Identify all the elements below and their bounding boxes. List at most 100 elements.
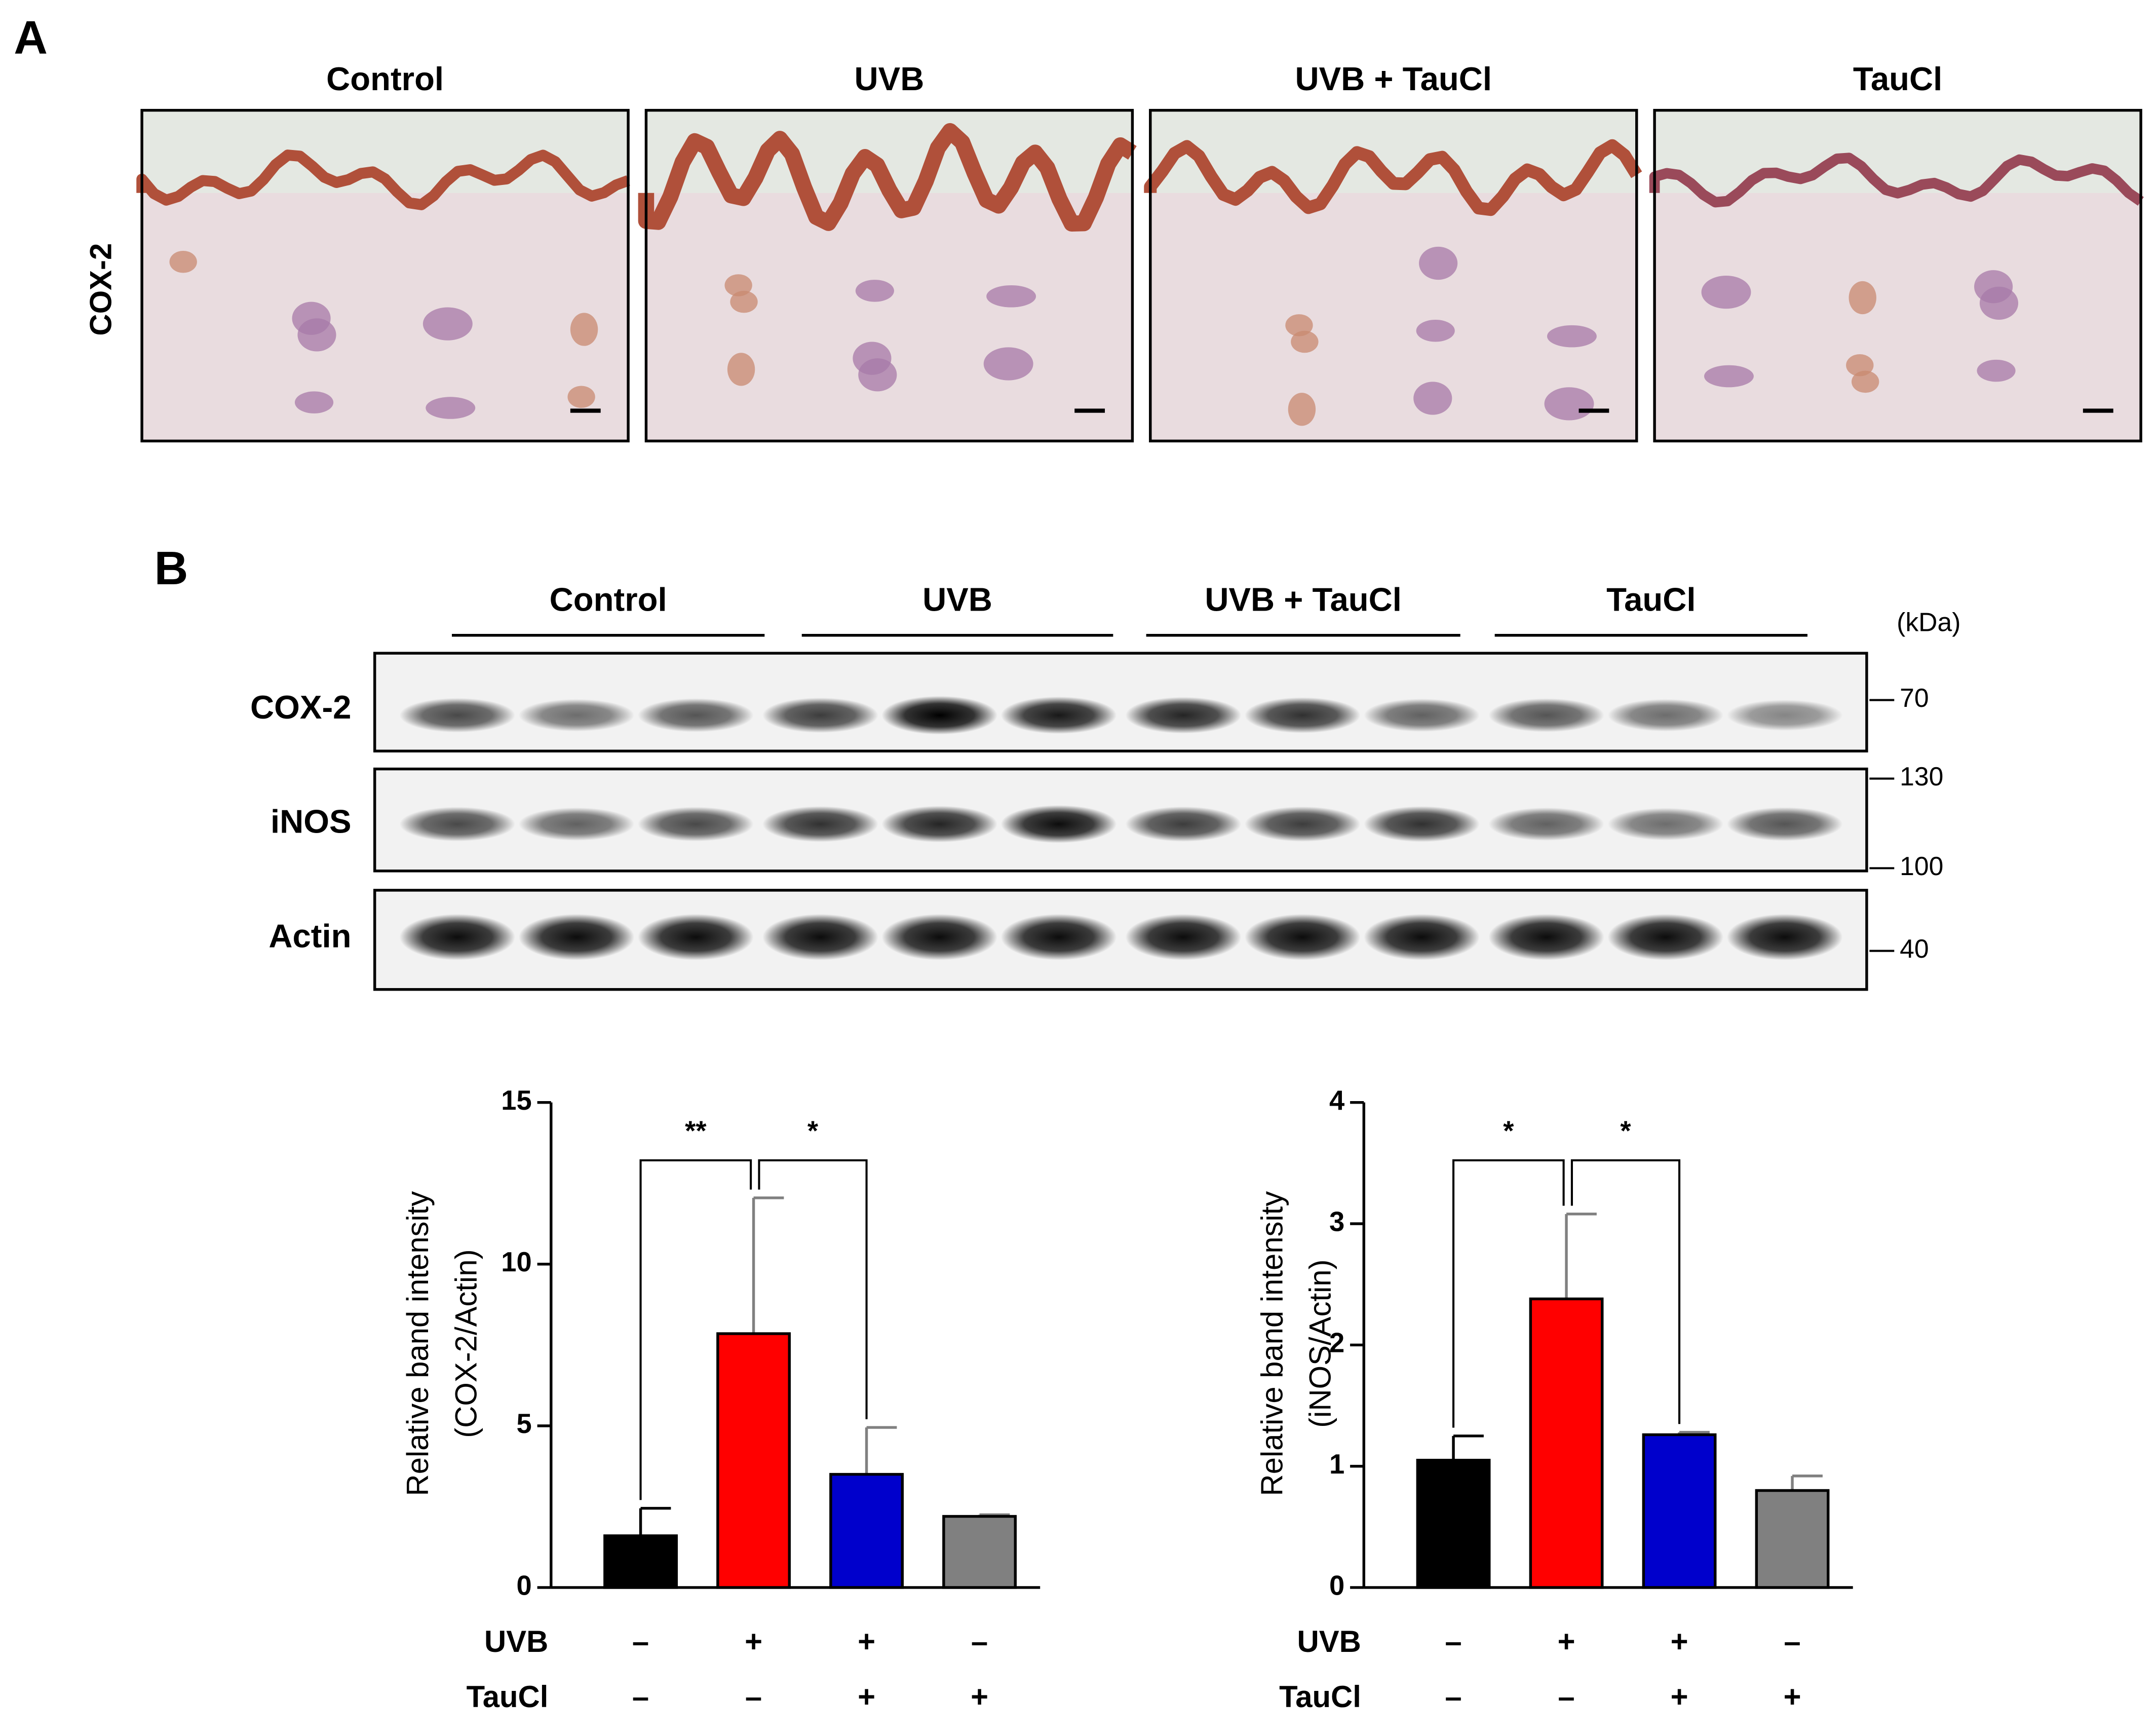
blot-band: [518, 699, 635, 732]
gland: [1977, 359, 2016, 382]
epidermis: [136, 149, 630, 210]
gland: [1974, 270, 2013, 304]
gland: [853, 342, 892, 375]
group-label: Control: [550, 581, 667, 618]
significance-label: *: [807, 1115, 819, 1146]
marker-label: 70: [1900, 683, 1929, 712]
column-title: UVB: [855, 60, 925, 97]
gland: [1419, 246, 1458, 280]
gland: [1849, 281, 1876, 315]
gland: [1851, 370, 1879, 393]
histology-image: [1649, 108, 2144, 443]
blot-band: [1607, 808, 1724, 841]
treatment-sign: –: [745, 1680, 762, 1714]
epidermis: [1649, 153, 2144, 208]
blot-band: [1364, 914, 1480, 960]
blot-band: [881, 806, 997, 843]
blot-band: [762, 697, 878, 733]
marker-label: 100: [1900, 851, 1943, 881]
epidermis: [1144, 139, 1642, 216]
treatment-sign: +: [971, 1680, 988, 1714]
y-tick-label: 1: [1329, 1449, 1344, 1480]
blot-band: [1245, 806, 1361, 842]
treatment-sign: –: [1784, 1625, 1800, 1658]
treatment-sign: –: [1445, 1680, 1461, 1714]
blot-panel: [373, 652, 1868, 752]
treatment-name: UVB: [484, 1625, 548, 1658]
significance-bracket: [639, 1159, 752, 1500]
treatment-name: UVB: [1297, 1625, 1361, 1658]
y-axis-label: (iNOS/Actin): [1303, 1259, 1337, 1427]
bar: [1529, 1297, 1604, 1589]
gland: [1413, 382, 1452, 415]
treatment-sign: –: [1445, 1625, 1461, 1658]
gland: [1701, 275, 1751, 309]
row-label: COX-2: [84, 243, 118, 336]
blot-band: [1488, 807, 1604, 841]
blot-band: [1364, 806, 1480, 842]
y-tick-label: 3: [1329, 1206, 1344, 1237]
blot-band: [1000, 696, 1117, 734]
image-border: [1653, 108, 2142, 443]
gland: [567, 386, 595, 408]
blot-band: [1125, 697, 1242, 734]
blot-band: [762, 806, 878, 842]
gland: [570, 313, 598, 346]
blot-band: [518, 914, 635, 960]
group-label: TauCl: [1606, 581, 1696, 618]
treatment-name: TauCl: [1279, 1680, 1361, 1714]
marker-label: 40: [1900, 934, 1929, 963]
gland: [1846, 354, 1874, 376]
significance-bracket: [758, 1159, 868, 1419]
treatment-sign: –: [1558, 1680, 1574, 1714]
blot-band: [399, 807, 516, 842]
bar: [1755, 1489, 1830, 1589]
blot-band: [881, 914, 997, 960]
treatment-sign: +: [1671, 1625, 1688, 1658]
bar: [1416, 1458, 1491, 1589]
dermis: [1654, 193, 2141, 441]
bar: [942, 1515, 1017, 1589]
y-tick-label: 10: [501, 1247, 531, 1277]
blot-band: [518, 807, 635, 841]
gland: [422, 307, 473, 341]
y-tick-label: 0: [1329, 1570, 1344, 1601]
blot-band: [1726, 807, 1843, 841]
treatment-sign: +: [858, 1625, 875, 1658]
bar: [829, 1473, 904, 1589]
y-tick-label: 15: [501, 1085, 531, 1116]
significance-label: **: [685, 1115, 707, 1146]
bar: [603, 1534, 678, 1589]
y-tick-label: 4: [1329, 1085, 1344, 1116]
group-label: UVB: [922, 581, 992, 618]
blot-band: [638, 914, 754, 960]
gland: [292, 301, 331, 335]
treatment-sign: –: [971, 1625, 988, 1658]
blot-band: [1607, 914, 1724, 960]
blot-row-label: Actin: [268, 917, 351, 954]
treatment-sign: –: [632, 1625, 649, 1658]
blot-band: [762, 914, 878, 960]
gland: [1416, 320, 1455, 342]
dermis: [142, 193, 629, 441]
blot-band: [399, 914, 516, 960]
blot-band: [1364, 698, 1480, 732]
gland: [727, 353, 755, 386]
blot-band: [1607, 699, 1724, 732]
gland: [1547, 325, 1597, 348]
y-axis-label: (COX-2/Actin): [449, 1249, 483, 1438]
gland: [169, 251, 197, 273]
blot-row-label: COX-2: [250, 689, 351, 726]
gland: [1291, 330, 1319, 353]
bar: [1642, 1433, 1717, 1589]
blot-band: [1488, 698, 1604, 732]
treatment-sign: –: [632, 1680, 649, 1714]
blot-band: [1000, 805, 1117, 843]
y-axis-label: Relative band intensity: [1255, 1191, 1289, 1496]
blot-band: [881, 696, 997, 735]
unit-label: (kDa): [1897, 608, 1960, 637]
blot-band: [399, 698, 516, 733]
image-border: [140, 108, 630, 443]
